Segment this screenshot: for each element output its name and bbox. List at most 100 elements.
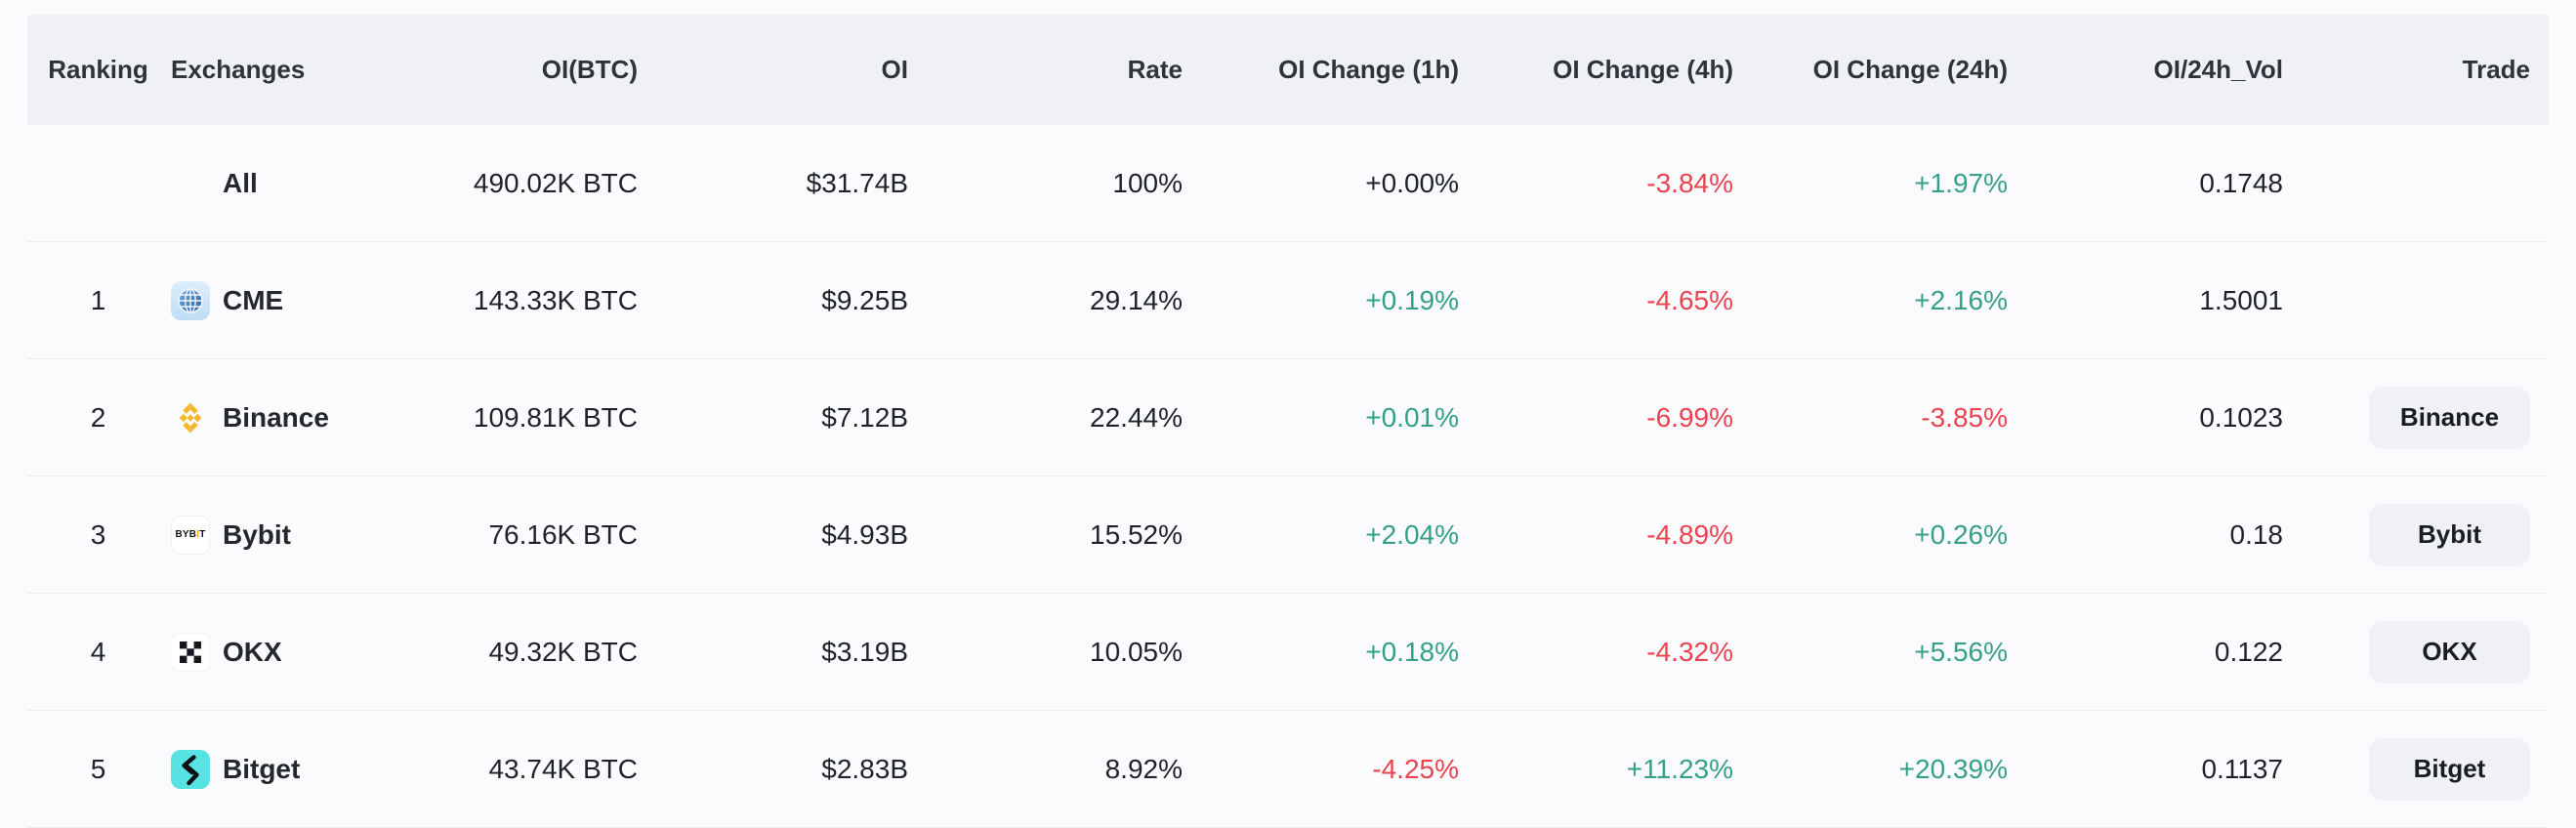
column-header-chg1h[interactable]: OI Change (1h) xyxy=(1278,55,1459,84)
exchange-name: Bitget xyxy=(223,753,301,784)
oi-btc-value: 109.81K BTC xyxy=(473,401,638,433)
cell-oi_btc: 43.74K BTC xyxy=(413,754,638,785)
trade-button-binance[interactable]: Binance xyxy=(2369,386,2530,449)
oi-usd-value: $7.12B xyxy=(821,401,908,433)
cell-chg1h: -4.25% xyxy=(1183,754,1459,785)
cell-oi_btc: 109.81K BTC xyxy=(413,402,638,434)
column-header-oi[interactable]: OI xyxy=(881,55,908,84)
exchange-name: All xyxy=(223,167,258,198)
rank-number: 2 xyxy=(90,401,106,433)
cell-exchange: Bitget xyxy=(169,749,413,789)
oi-24h-vol-value: 0.1137 xyxy=(2201,753,2283,784)
column-header-chg24h[interactable]: OI Change (24h) xyxy=(1812,55,2008,84)
cell-oi_btc: 490.02K BTC xyxy=(413,168,638,199)
rate-value: 100% xyxy=(1112,167,1183,198)
oi-change-4h-value: -4.89% xyxy=(1646,518,1733,550)
cell-oi: $7.12B xyxy=(638,402,908,434)
oi-24h-vol-value: 0.18 xyxy=(2229,518,2284,550)
cell-exchange: All xyxy=(169,164,413,203)
rate-value: 10.05% xyxy=(1090,636,1183,667)
cell-ranking: 1 xyxy=(27,285,169,316)
oi-change-24h-value: +2.16% xyxy=(1914,284,2008,315)
trade-button-bybit[interactable]: Bybit xyxy=(2369,503,2530,566)
column-header-chg4h[interactable]: OI Change (4h) xyxy=(1553,55,1733,84)
oi-change-24h-value: -3.85% xyxy=(1921,401,2008,433)
cell-trade: Bybit xyxy=(2283,503,2549,566)
column-header-trade[interactable]: Trade xyxy=(2462,55,2530,84)
cell-ranking: 2 xyxy=(27,402,169,434)
cell-oi_btc: 76.16K BTC xyxy=(413,519,638,551)
bybit-icon: BYBIT xyxy=(171,515,210,555)
trade-button-bitget[interactable]: Bitget xyxy=(2369,737,2530,801)
rate-value: 15.52% xyxy=(1090,518,1183,550)
table-row-bybit[interactable]: 3 BYBIT Bybit 76.16K BTC $4.93B 15.52% +2.04% -… xyxy=(27,476,2549,594)
cell-oi: $4.93B xyxy=(638,519,908,551)
bitget-icon xyxy=(171,749,210,789)
oi-24h-vol-value: 0.122 xyxy=(2214,636,2283,667)
oi-change-1h-value: +2.04% xyxy=(1365,518,1459,550)
oi-change-4h-value: -6.99% xyxy=(1646,401,1733,433)
cell-oi-vol: 0.1137 xyxy=(2008,754,2283,785)
cell-chg4h: -4.65% xyxy=(1459,285,1733,316)
cell-exchange: Binance xyxy=(169,398,413,437)
table-row-binance[interactable]: 2 Binance 109.81K BTC $7.12B 22.44% +0.01% -6.… xyxy=(27,359,2549,476)
cell-chg24h: +20.39% xyxy=(1733,754,2008,785)
cell-chg1h: +0.19% xyxy=(1183,285,1459,316)
table-row-all[interactable]: All 490.02K BTC $31.74B 100% +0.00% -3.84% +1.… xyxy=(27,125,2549,242)
oi-usd-value: $31.74B xyxy=(806,167,908,198)
table-header: Ranking Exchanges OI(BTC) OI Rate OI Change (… xyxy=(27,15,2549,125)
oi-btc-value: 143.33K BTC xyxy=(473,284,638,315)
oi-btc-value: 76.16K BTC xyxy=(488,518,638,550)
cell-chg4h: -3.84% xyxy=(1459,168,1733,199)
cell-chg1h: +0.00% xyxy=(1183,168,1459,199)
oi-change-1h-value: -4.25% xyxy=(1372,753,1459,784)
column-header-ranking[interactable]: Ranking xyxy=(48,55,148,84)
cell-ranking: 5 xyxy=(27,754,169,785)
oi-24h-vol-value: 0.1023 xyxy=(2199,401,2283,433)
oi-24h-vol-value: 0.1748 xyxy=(2199,167,2283,198)
oi-btc-value: 49.32K BTC xyxy=(488,636,638,667)
cell-oi-vol: 0.1748 xyxy=(2008,168,2283,199)
rank-number: 3 xyxy=(90,518,106,550)
cell-ranking: 3 xyxy=(27,519,169,551)
cell-rate: 100% xyxy=(908,168,1183,199)
cell-oi: $31.74B xyxy=(638,168,908,199)
cell-exchange: CME xyxy=(169,280,413,320)
oi-change-1h-value: +0.18% xyxy=(1365,636,1459,667)
cell-rate: 15.52% xyxy=(908,519,1183,551)
table-row-cme[interactable]: 1 CME 143.33K BTC $9.25B 29.14% +0.19% -4.65% +… xyxy=(27,242,2549,359)
rate-value: 29.14% xyxy=(1090,284,1183,315)
oi-usd-value: $3.19B xyxy=(821,636,908,667)
oi-change-4h-value: -3.84% xyxy=(1646,167,1733,198)
oi-change-1h-value: +0.00% xyxy=(1365,167,1459,198)
binance-icon xyxy=(171,398,210,437)
cell-rate: 10.05% xyxy=(908,637,1183,668)
cell-chg24h: -3.85% xyxy=(1733,402,2008,434)
rate-value: 22.44% xyxy=(1090,401,1183,433)
oi-24h-vol-value: 1.5001 xyxy=(2199,284,2283,315)
oi-btc-value: 43.74K BTC xyxy=(488,753,638,784)
column-header-oi_vol[interactable]: OI/24h_Vol xyxy=(2153,55,2283,84)
column-header-rate[interactable]: Rate xyxy=(1127,55,1183,84)
cell-oi_btc: 143.33K BTC xyxy=(413,285,638,316)
cell-chg4h: -4.32% xyxy=(1459,637,1733,668)
oi-change-1h-value: +0.01% xyxy=(1365,401,1459,433)
oi-change-1h-value: +0.19% xyxy=(1365,284,1459,315)
oi-btc-value: 490.02K BTC xyxy=(473,167,638,198)
table-row-bitget[interactable]: 5 Bitget 43.74K BTC $2.83B 8.92% -4.25% +11.23… xyxy=(27,711,2549,828)
cell-oi: $9.25B xyxy=(638,285,908,316)
cell-ranking: 4 xyxy=(27,637,169,668)
cell-chg24h: +0.26% xyxy=(1733,519,2008,551)
column-header-oi_btc[interactable]: OI(BTC) xyxy=(541,55,638,84)
cell-chg24h: +2.16% xyxy=(1733,285,2008,316)
cell-trade: Binance xyxy=(2283,386,2549,449)
oi-change-24h-value: +0.26% xyxy=(1914,518,2008,550)
cell-chg1h: +0.18% xyxy=(1183,637,1459,668)
trade-button-okx[interactable]: OKX xyxy=(2369,620,2530,683)
column-header-exchange[interactable]: Exchanges xyxy=(171,55,306,84)
table-row-okx[interactable]: 4 OKX 49.32K BTC $3.19B 10.05% +0.18% -4.32% +5… xyxy=(27,594,2549,711)
oi-usd-value: $4.93B xyxy=(821,518,908,550)
cell-oi-vol: 0.1023 xyxy=(2008,402,2283,434)
cell-rate: 22.44% xyxy=(908,402,1183,434)
